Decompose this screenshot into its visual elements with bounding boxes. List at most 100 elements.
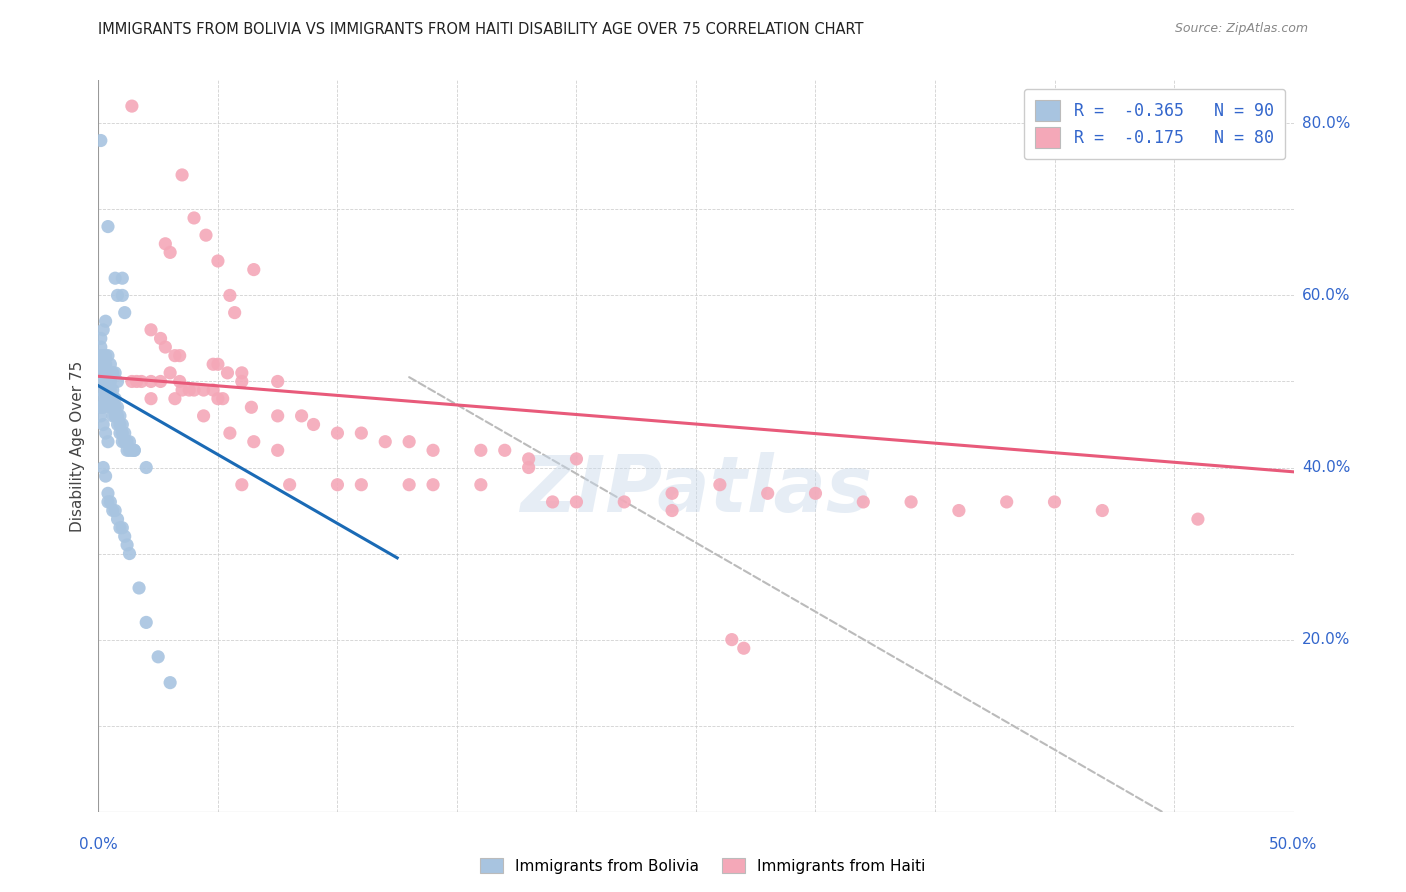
Point	[98, 383, 122, 397]
Point	[139, 323, 162, 337]
Point	[470, 443, 492, 458]
Point	[326, 477, 349, 491]
Point	[159, 366, 181, 380]
Text: 20.0%: 20.0%	[1302, 632, 1350, 647]
Point	[97, 375, 120, 389]
Point	[159, 245, 181, 260]
Point	[121, 375, 143, 389]
Point	[94, 366, 117, 380]
Point	[94, 392, 117, 406]
Point	[91, 357, 114, 371]
Point	[278, 477, 301, 491]
Point	[97, 383, 120, 397]
Point	[139, 375, 162, 389]
Point	[104, 409, 127, 423]
Point	[224, 305, 246, 319]
Point	[101, 383, 124, 397]
Point	[541, 495, 564, 509]
Point	[124, 443, 146, 458]
Point	[118, 547, 141, 561]
Point	[90, 357, 112, 371]
Point	[90, 383, 112, 397]
Point	[207, 392, 229, 406]
Point	[111, 426, 134, 441]
Point	[94, 357, 117, 371]
Point	[1043, 495, 1066, 509]
Point	[350, 477, 373, 491]
Point	[91, 401, 114, 415]
Point	[94, 314, 117, 328]
Point	[422, 477, 444, 491]
Point	[169, 349, 191, 363]
Point	[111, 521, 134, 535]
Point	[107, 288, 129, 302]
Point	[97, 434, 120, 449]
Point	[193, 383, 215, 397]
Point	[111, 271, 134, 285]
Point	[101, 503, 124, 517]
Point	[565, 495, 588, 509]
Point	[90, 375, 112, 389]
Point	[108, 409, 131, 423]
Point	[94, 349, 117, 363]
Point	[302, 417, 325, 432]
Point	[169, 375, 191, 389]
Point	[91, 366, 114, 380]
Point	[108, 426, 131, 441]
Point	[290, 409, 312, 423]
Point	[114, 305, 136, 319]
Point	[107, 409, 129, 423]
Point	[124, 443, 146, 458]
Point	[179, 383, 201, 397]
Point	[172, 383, 194, 397]
Legend: R =  -0.365   N = 90, R =  -0.175   N = 80: R = -0.365 N = 90, R = -0.175 N = 80	[1024, 88, 1285, 160]
Point	[217, 366, 239, 380]
Point	[494, 443, 516, 458]
Point	[98, 375, 122, 389]
Point	[219, 426, 242, 441]
Point	[183, 383, 205, 397]
Point	[219, 288, 242, 302]
Point	[231, 477, 253, 491]
Point	[97, 392, 120, 406]
Point	[1091, 503, 1114, 517]
Point	[804, 486, 827, 500]
Point	[613, 495, 636, 509]
Point	[97, 219, 120, 234]
Point	[121, 443, 143, 458]
Point	[91, 323, 114, 337]
Point	[115, 538, 138, 552]
Point	[131, 375, 153, 389]
Point	[115, 434, 138, 449]
Text: 40.0%: 40.0%	[1302, 460, 1350, 475]
Point	[114, 434, 136, 449]
Point	[104, 401, 127, 415]
Point	[90, 340, 112, 354]
Point	[139, 392, 162, 406]
Point	[565, 451, 588, 466]
Point	[111, 417, 134, 432]
Point	[240, 401, 263, 415]
Point	[115, 443, 138, 458]
Point	[90, 392, 112, 406]
Point	[90, 349, 112, 363]
Point	[114, 529, 136, 543]
Point	[202, 357, 225, 371]
Point	[267, 375, 290, 389]
Point	[98, 401, 122, 415]
Point	[94, 383, 117, 397]
Point	[163, 392, 186, 406]
Point	[422, 443, 444, 458]
Point	[128, 581, 150, 595]
Point	[350, 426, 373, 441]
Point	[118, 443, 141, 458]
Text: ZIPatlas: ZIPatlas	[520, 452, 872, 528]
Point	[995, 495, 1018, 509]
Text: 80.0%: 80.0%	[1302, 116, 1350, 131]
Point	[104, 503, 127, 517]
Point	[98, 357, 122, 371]
Point	[90, 401, 112, 415]
Point	[107, 512, 129, 526]
Point	[231, 366, 253, 380]
Text: IMMIGRANTS FROM BOLIVIA VS IMMIGRANTS FROM HAITI DISABILITY AGE OVER 75 CORRELAT: IMMIGRANTS FROM BOLIVIA VS IMMIGRANTS FR…	[98, 22, 863, 37]
